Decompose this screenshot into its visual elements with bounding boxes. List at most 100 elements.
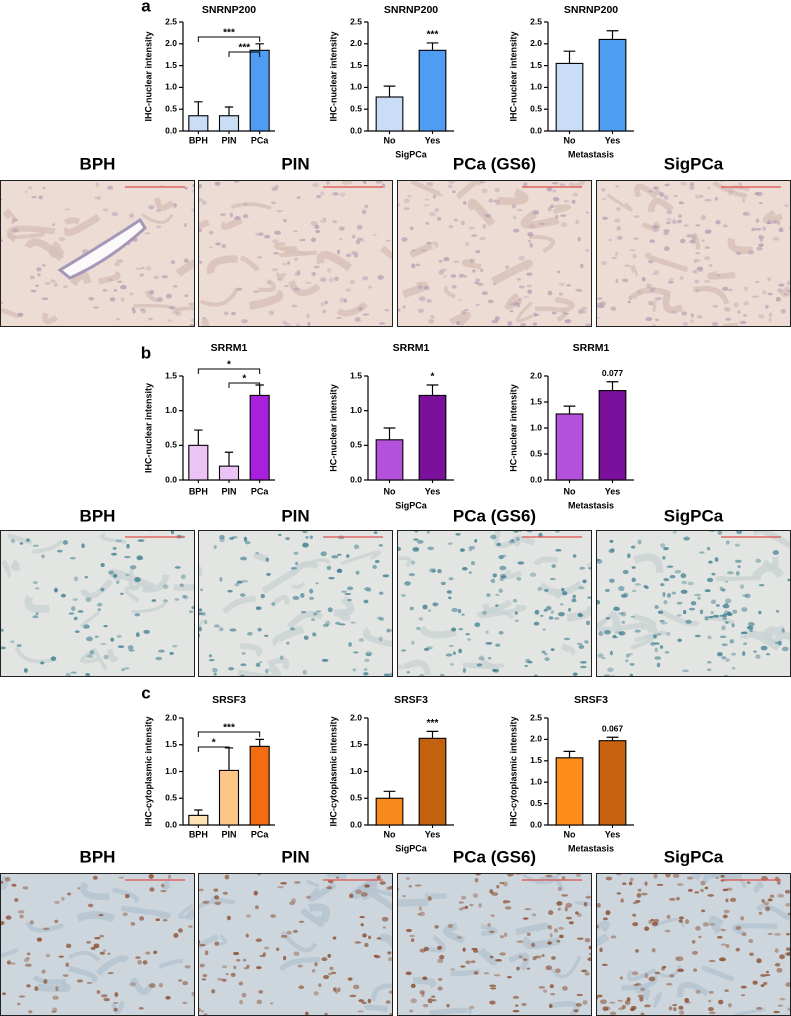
tissue-fiber bbox=[140, 213, 174, 224]
nucleus bbox=[422, 1003, 429, 1008]
nucleus bbox=[766, 652, 771, 656]
nucleus bbox=[294, 881, 301, 884]
nucleus bbox=[260, 593, 265, 599]
significance-bracket bbox=[197, 731, 261, 737]
nucleus bbox=[162, 599, 169, 603]
significance-label: *** bbox=[238, 43, 250, 54]
nucleus bbox=[112, 573, 118, 578]
nucleus bbox=[621, 1004, 626, 1010]
nucleus bbox=[10, 640, 15, 644]
nucleus bbox=[518, 255, 525, 261]
y-tick-label: 1.5 bbox=[350, 370, 362, 380]
nucleus bbox=[312, 183, 319, 187]
nucleus bbox=[116, 580, 120, 584]
nucleus bbox=[639, 996, 644, 1002]
nucleus bbox=[335, 990, 339, 994]
nucleus bbox=[494, 316, 500, 322]
nucleus bbox=[30, 289, 37, 293]
nucleus bbox=[89, 650, 95, 655]
chart-title: SNRNP200 bbox=[202, 4, 256, 16]
nucleus bbox=[60, 593, 66, 598]
tissue-fiber bbox=[275, 271, 286, 281]
significance-bracket bbox=[228, 51, 261, 57]
tissue-fiber bbox=[360, 878, 378, 892]
y-tick-label: 2.0 bbox=[530, 734, 542, 744]
nucleus bbox=[114, 992, 119, 998]
nucleus bbox=[182, 1001, 188, 1005]
nucleus bbox=[16, 644, 22, 647]
nucleus bbox=[487, 299, 494, 304]
nucleus bbox=[306, 313, 310, 319]
nucleus bbox=[424, 198, 429, 201]
nucleus bbox=[644, 881, 648, 886]
nucleus bbox=[331, 555, 339, 559]
bar bbox=[555, 413, 584, 481]
nucleus bbox=[385, 1000, 391, 1004]
nucleus bbox=[470, 561, 476, 566]
nucleus bbox=[706, 546, 711, 551]
nucleus bbox=[19, 914, 24, 919]
nucleus bbox=[764, 304, 769, 309]
nucleus bbox=[292, 929, 298, 933]
nucleus bbox=[632, 913, 637, 917]
y-axis-label: IHC-cytoplasmic intensity bbox=[328, 716, 338, 826]
nucleus bbox=[338, 623, 346, 626]
nucleus bbox=[222, 891, 228, 895]
tissue-fiber bbox=[508, 952, 530, 971]
nucleus bbox=[115, 539, 123, 543]
nucleus bbox=[263, 946, 270, 950]
nucleus bbox=[696, 314, 703, 319]
tissue-fiber bbox=[185, 908, 195, 921]
nucleus bbox=[88, 297, 95, 301]
nucleus bbox=[585, 249, 590, 252]
significance-bracket bbox=[197, 746, 230, 752]
nucleus bbox=[618, 586, 625, 592]
image-label: BPH bbox=[80, 154, 116, 173]
nucleus bbox=[213, 888, 219, 892]
nucleus bbox=[669, 897, 676, 901]
nucleus bbox=[615, 184, 619, 188]
nucleus bbox=[422, 604, 428, 610]
nucleus bbox=[12, 228, 19, 233]
nucleus bbox=[698, 194, 704, 198]
nucleus bbox=[740, 584, 745, 589]
nucleus bbox=[217, 977, 223, 981]
significance-label: *** bbox=[427, 718, 439, 729]
nucleus bbox=[438, 270, 444, 275]
nucleus bbox=[236, 959, 241, 962]
nucleus bbox=[346, 586, 354, 591]
nucleus bbox=[56, 549, 63, 553]
nucleus bbox=[502, 900, 508, 904]
nucleus bbox=[144, 232, 151, 235]
nucleus bbox=[582, 579, 587, 584]
nucleus bbox=[363, 667, 368, 672]
nucleus bbox=[666, 210, 673, 215]
nucleus bbox=[664, 183, 670, 187]
nucleus bbox=[585, 323, 592, 326]
nucleus bbox=[378, 544, 383, 547]
nucleus bbox=[401, 237, 408, 242]
nucleus bbox=[174, 566, 181, 569]
nucleus bbox=[327, 879, 334, 884]
nucleus bbox=[17, 1002, 21, 1006]
nucleus bbox=[408, 573, 416, 577]
nucleus bbox=[117, 645, 125, 648]
tissue-fiber bbox=[521, 873, 561, 885]
nucleus bbox=[687, 888, 693, 892]
nucleus bbox=[239, 593, 246, 597]
nucleus bbox=[633, 215, 640, 218]
nucleus bbox=[421, 992, 425, 997]
nucleus bbox=[332, 192, 339, 196]
nucleus bbox=[758, 243, 764, 248]
nucleus bbox=[650, 641, 656, 646]
nucleus bbox=[719, 635, 727, 639]
nucleus bbox=[64, 208, 70, 211]
nucleus bbox=[511, 203, 517, 209]
nucleus bbox=[760, 984, 765, 988]
nucleus bbox=[693, 258, 698, 264]
tissue-background bbox=[596, 180, 791, 327]
nucleus bbox=[692, 270, 698, 274]
nucleus bbox=[670, 310, 678, 314]
nucleus bbox=[534, 955, 542, 959]
nucleus bbox=[772, 550, 779, 556]
